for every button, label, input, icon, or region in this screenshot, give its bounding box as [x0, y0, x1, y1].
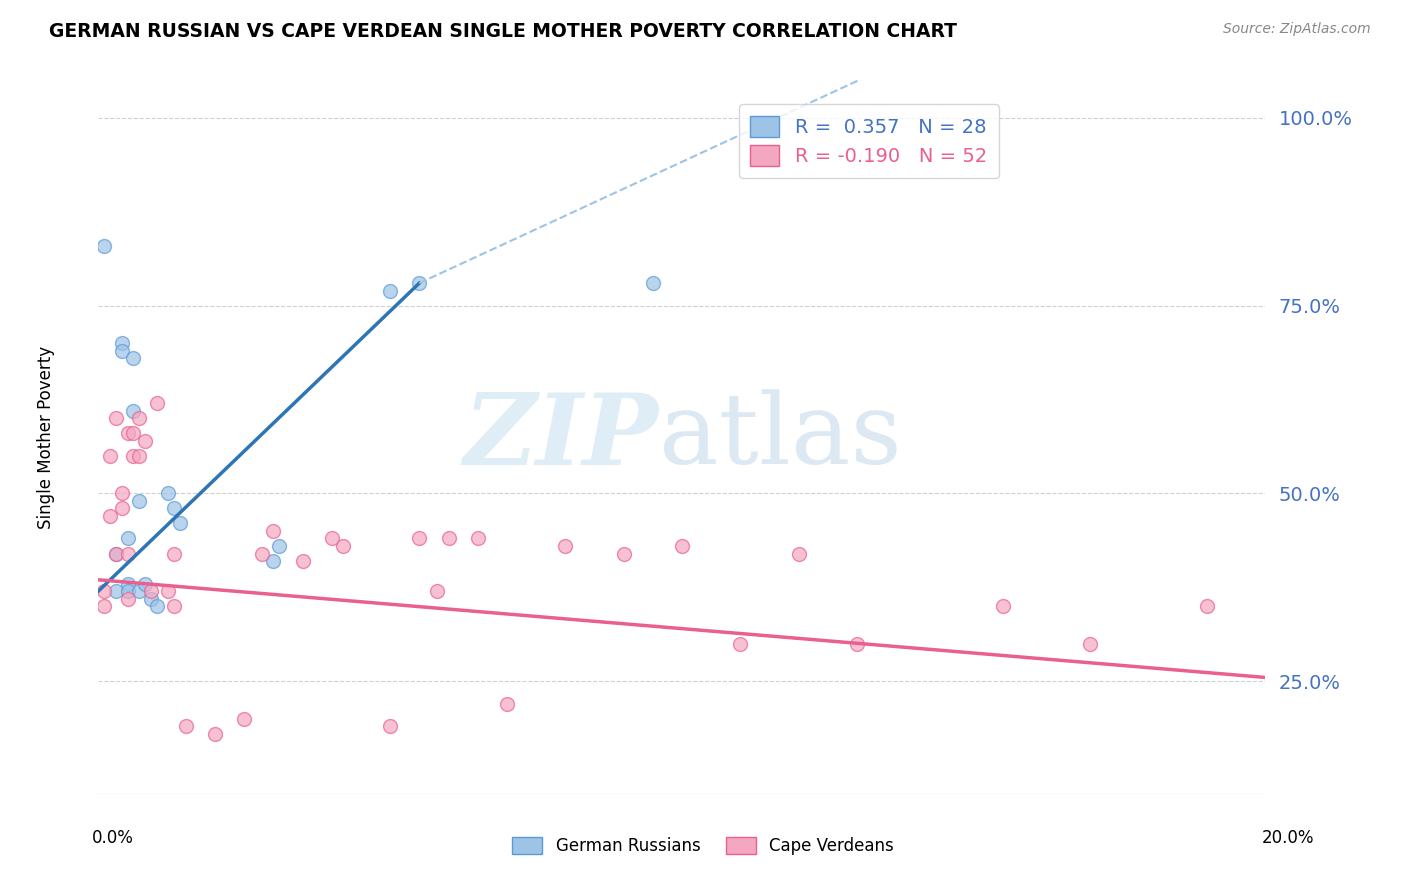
Point — [128, 494, 150, 508]
Text: atlas: atlas — [658, 389, 901, 485]
Point — [93, 599, 115, 613]
Point — [671, 539, 693, 553]
Point — [467, 532, 489, 546]
Point — [332, 539, 354, 553]
Point — [128, 411, 150, 425]
Point — [93, 238, 115, 252]
Point — [408, 532, 430, 546]
Point — [291, 554, 314, 568]
Point — [991, 599, 1014, 613]
Point — [111, 336, 134, 351]
Point — [163, 599, 186, 613]
Point — [146, 396, 169, 410]
Point — [204, 727, 226, 741]
Point — [157, 584, 180, 599]
Point — [730, 637, 752, 651]
Point — [269, 539, 291, 553]
Point — [169, 516, 191, 531]
Point — [117, 547, 139, 561]
Point — [111, 343, 134, 358]
Point — [554, 539, 576, 553]
Point — [93, 584, 115, 599]
Legend: R =  0.357   N = 28, R = -0.190   N = 52: R = 0.357 N = 28, R = -0.190 N = 52 — [738, 104, 998, 178]
Text: Single Mother Poverty: Single Mother Poverty — [37, 345, 55, 529]
Point — [641, 276, 664, 290]
Point — [117, 426, 139, 441]
Point — [437, 532, 460, 546]
Point — [117, 591, 139, 606]
Point — [1195, 599, 1218, 613]
Point — [122, 426, 145, 441]
Point — [117, 576, 139, 591]
Point — [117, 584, 139, 599]
Point — [134, 576, 156, 591]
Point — [111, 501, 134, 516]
Point — [157, 486, 180, 500]
Point — [128, 449, 150, 463]
Text: 0.0%: 0.0% — [91, 829, 134, 847]
Point — [250, 547, 273, 561]
Point — [496, 697, 519, 711]
Text: GERMAN RUSSIAN VS CAPE VERDEAN SINGLE MOTHER POVERTY CORRELATION CHART: GERMAN RUSSIAN VS CAPE VERDEAN SINGLE MO… — [49, 22, 957, 41]
Point — [104, 584, 127, 599]
Point — [1080, 637, 1102, 651]
Point — [98, 449, 121, 463]
Point — [111, 486, 134, 500]
Point — [262, 524, 284, 538]
Point — [380, 284, 402, 298]
Point — [163, 501, 186, 516]
Point — [139, 584, 162, 599]
Point — [122, 351, 145, 366]
Point — [122, 404, 145, 418]
Point — [117, 532, 139, 546]
Point — [380, 719, 402, 733]
Point — [787, 547, 810, 561]
Legend: German Russians, Cape Verdeans: German Russians, Cape Verdeans — [506, 830, 900, 862]
Point — [846, 637, 869, 651]
Text: ZIP: ZIP — [464, 389, 658, 485]
Point — [134, 434, 156, 448]
Point — [122, 449, 145, 463]
Point — [262, 554, 284, 568]
Point — [139, 591, 162, 606]
Point — [104, 547, 127, 561]
Point — [146, 599, 169, 613]
Point — [163, 547, 186, 561]
Point — [233, 712, 256, 726]
Point — [98, 508, 121, 523]
Point — [321, 532, 343, 546]
Point — [104, 411, 127, 425]
Text: 20.0%: 20.0% — [1263, 829, 1315, 847]
Point — [612, 547, 634, 561]
Point — [408, 276, 430, 290]
Point — [128, 584, 150, 599]
Point — [426, 584, 449, 599]
Point — [104, 547, 127, 561]
Text: Source: ZipAtlas.com: Source: ZipAtlas.com — [1223, 22, 1371, 37]
Point — [174, 719, 197, 733]
